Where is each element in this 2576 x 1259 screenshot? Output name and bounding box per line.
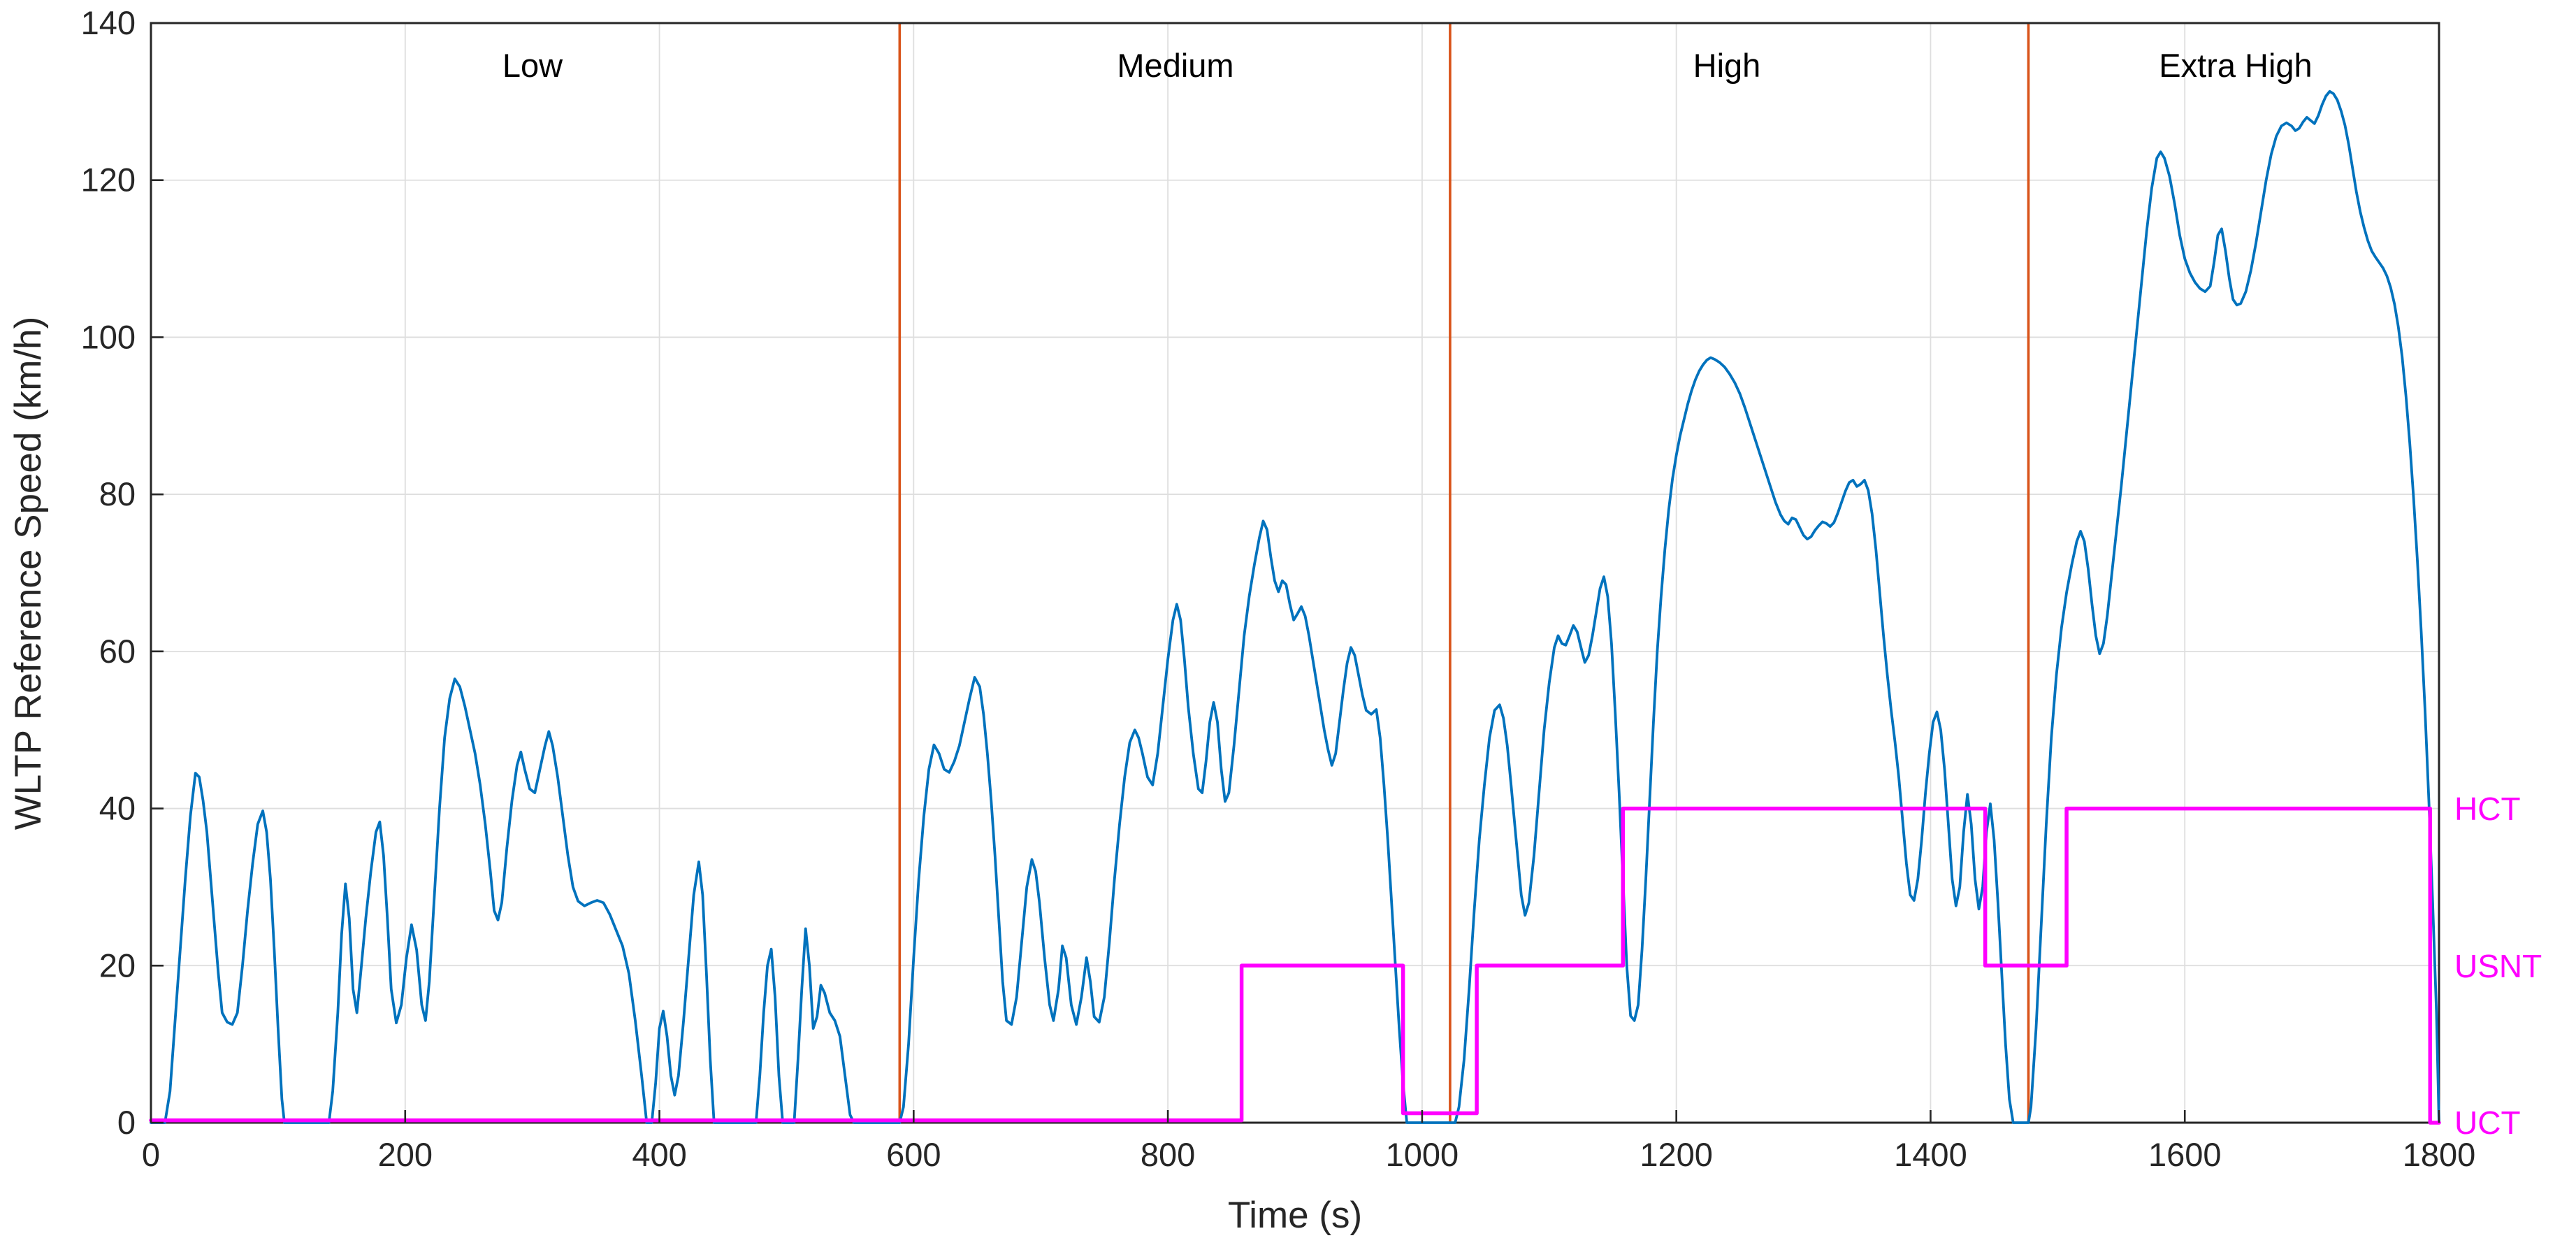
axis-ticks bbox=[150, 22, 2440, 1124]
x-tick-label: 200 bbox=[378, 1136, 433, 1173]
plot-border bbox=[150, 22, 2440, 1124]
x-tick-label: 800 bbox=[1141, 1136, 1195, 1173]
grid bbox=[151, 23, 2439, 1123]
uct-label: UCT bbox=[2454, 1105, 2521, 1141]
phase-label-medium: Medium bbox=[1117, 47, 1233, 84]
x-tick-label: 400 bbox=[632, 1136, 686, 1173]
x-axis-label: Time (s) bbox=[1228, 1195, 1362, 1236]
x-tick-label: 1800 bbox=[2403, 1136, 2476, 1173]
phase-boundary-lines bbox=[898, 23, 2030, 1123]
y-tick-label: 20 bbox=[99, 947, 136, 984]
y-axis-label: WLTP Reference Speed (km/h) bbox=[8, 317, 49, 830]
axis-labels: Time (s) WLTP Reference Speed (km/h) bbox=[8, 317, 1362, 1236]
step-level-labels: HCT USNT UCT bbox=[2454, 791, 2542, 1141]
y-tick-label: 40 bbox=[99, 790, 136, 827]
y-tick-label: 0 bbox=[117, 1104, 136, 1141]
y-tick-label: 80 bbox=[99, 475, 136, 512]
x-tick-label: 1600 bbox=[2148, 1136, 2222, 1173]
x-tick-label: 1400 bbox=[1894, 1136, 1967, 1173]
x-tick-label: 0 bbox=[142, 1136, 160, 1173]
y-tick-label: 60 bbox=[99, 633, 136, 670]
phase-label-high: High bbox=[1693, 47, 1761, 84]
x-tick-label: 1200 bbox=[1640, 1136, 1713, 1173]
phase-label-low: Low bbox=[502, 47, 563, 84]
wltp-reference-speed-line bbox=[150, 89, 2440, 1124]
x-tick-label: 1000 bbox=[1386, 1136, 1459, 1173]
x-tick-label: 600 bbox=[886, 1136, 941, 1173]
y-tick-label: 120 bbox=[81, 161, 136, 199]
hct-label: HCT bbox=[2454, 791, 2521, 827]
test-mode-steps-line bbox=[149, 806, 2441, 1125]
y-tick-label: 140 bbox=[81, 4, 136, 41]
axis-tick-labels: 0 200 400 600 800 1000 1200 1400 1600 1800 0 20 40 60… bbox=[81, 4, 2476, 1173]
axis-box bbox=[150, 22, 2440, 1124]
phase-annotations: Low Medium High Extra High bbox=[502, 47, 2313, 84]
usnt-label: USNT bbox=[2454, 948, 2542, 984]
data-series bbox=[149, 89, 2441, 1125]
phase-label-extra-high: Extra High bbox=[2159, 47, 2312, 84]
y-tick-label: 100 bbox=[81, 318, 136, 355]
